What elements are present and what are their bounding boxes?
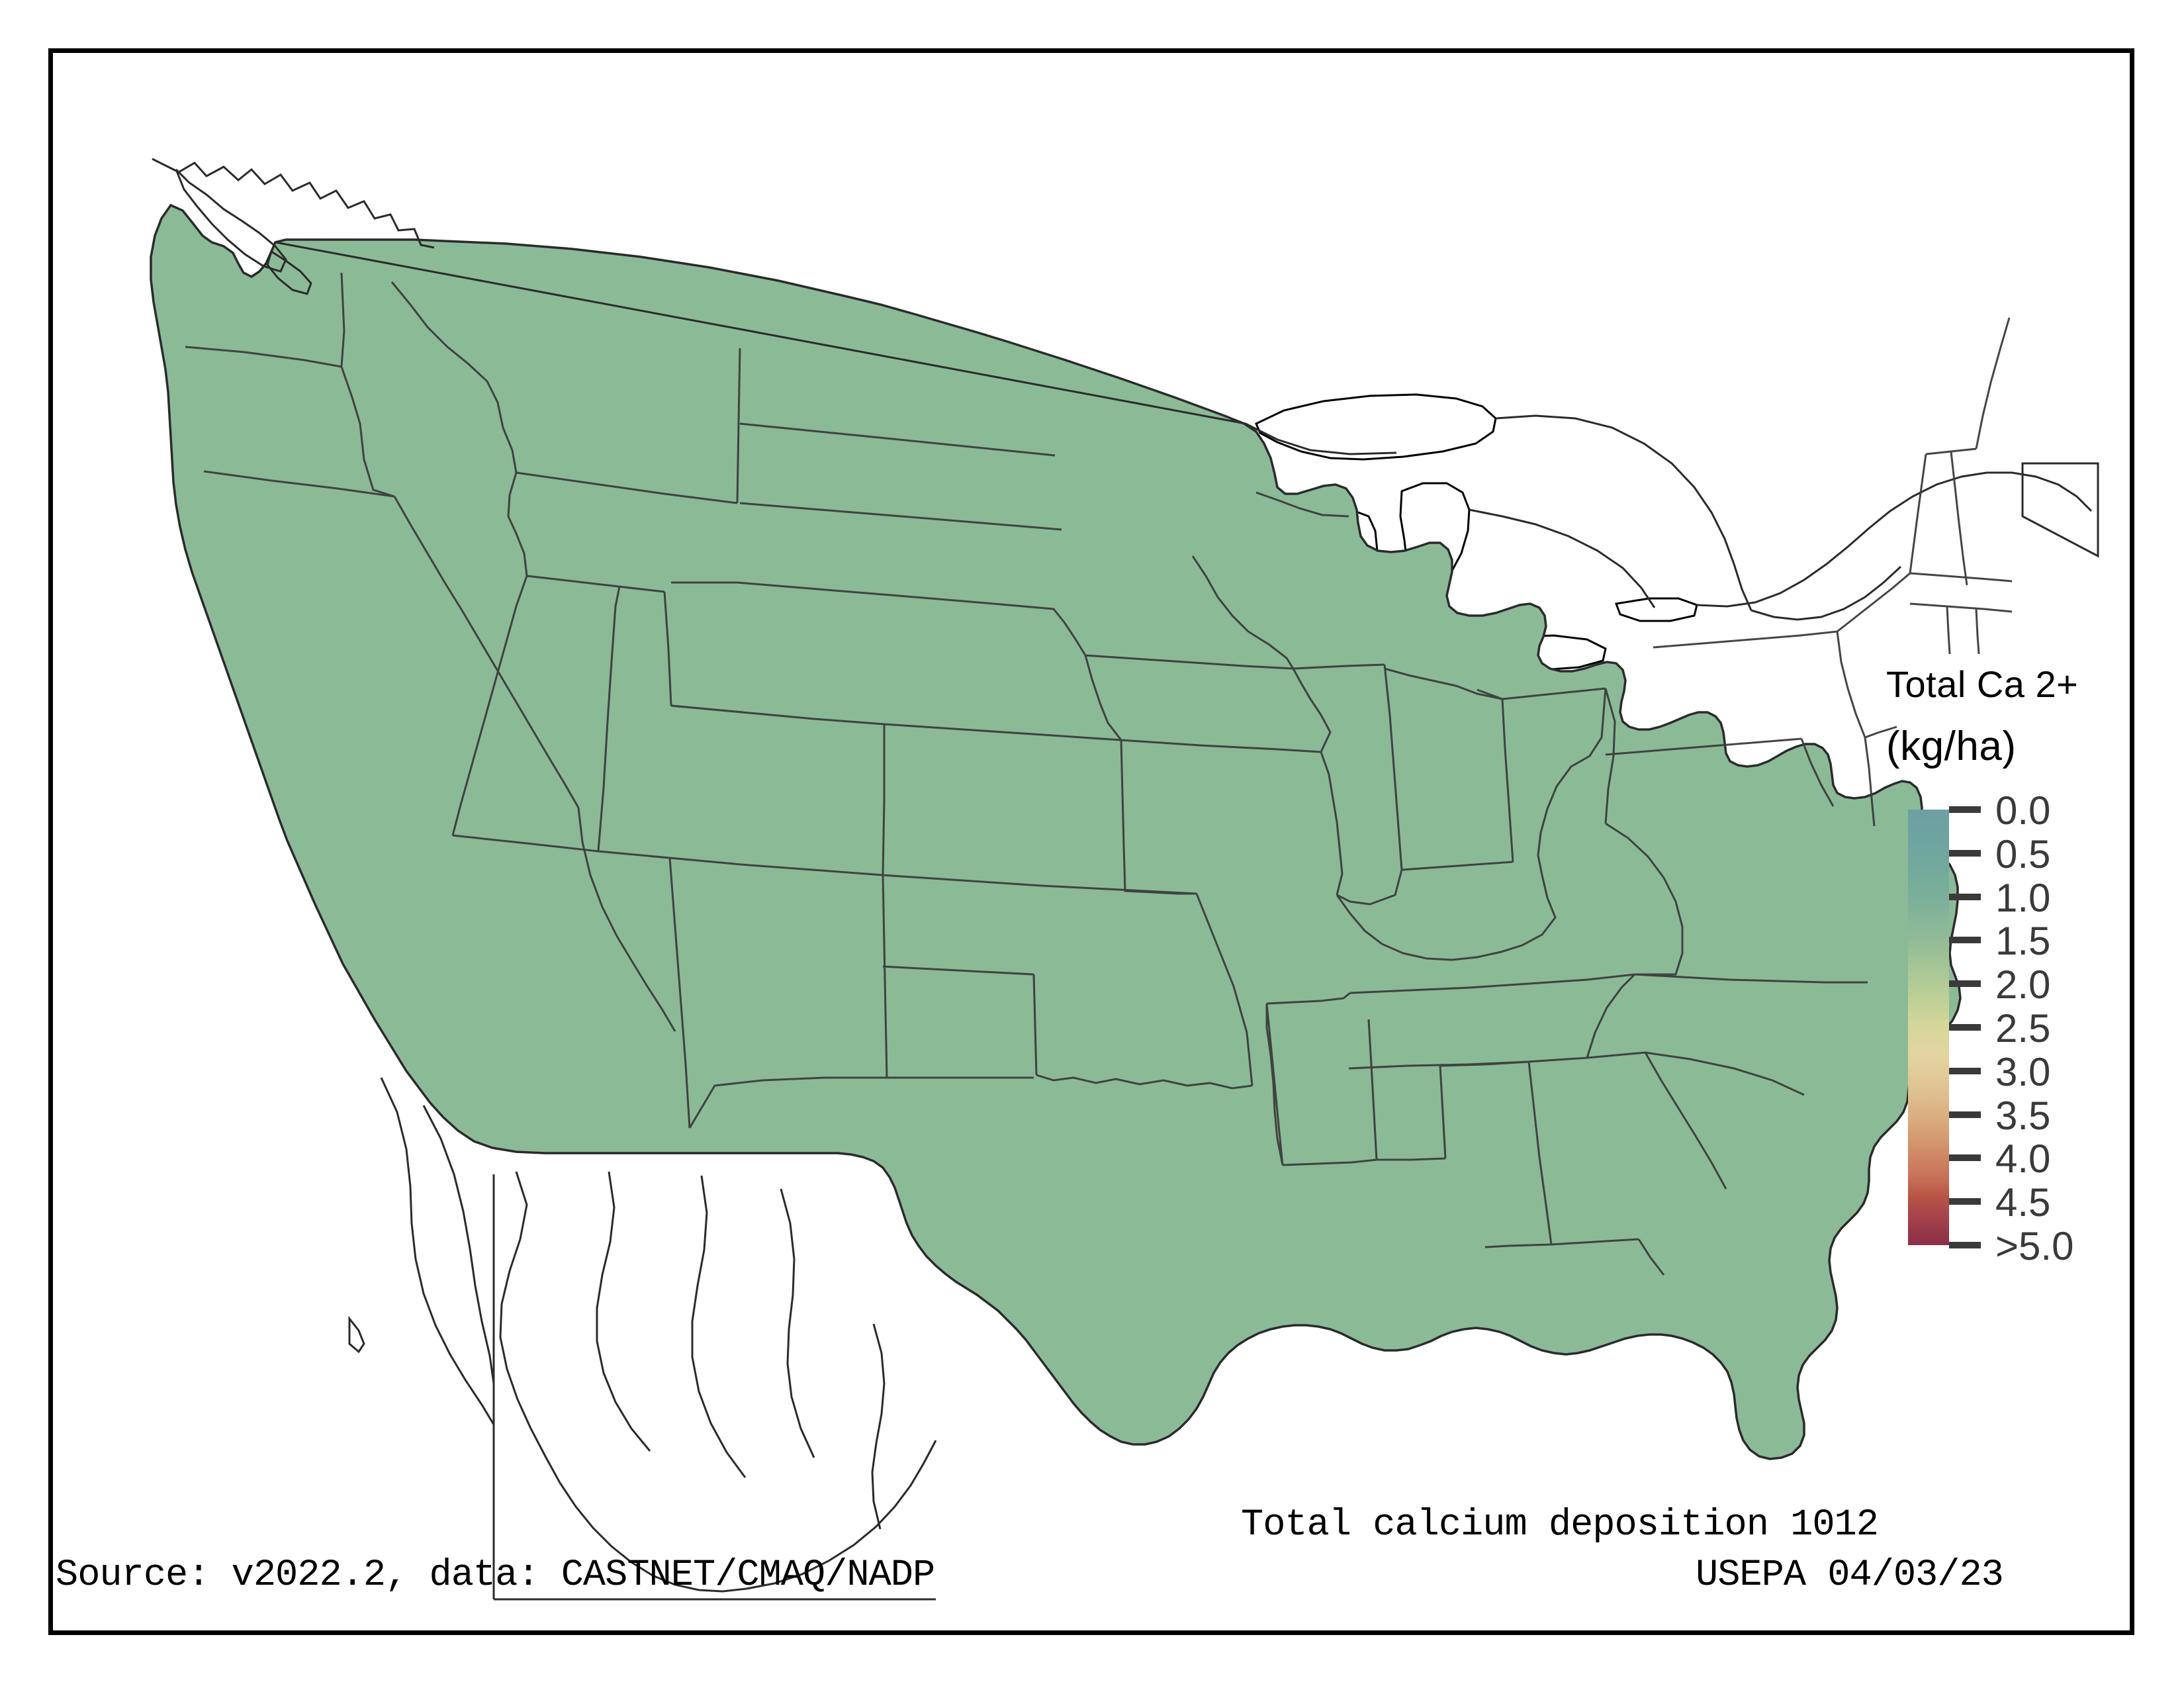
colorbar-tick-label: 4.5 — [1995, 1180, 2051, 1225]
map-canvas — [53, 53, 2130, 1630]
land-outline — [150, 204, 1962, 1460]
colorbar-tick-label: 1.0 — [1995, 875, 2051, 920]
colorbar-tick-mark — [1949, 1067, 1981, 1074]
colorbar-tick-mark — [1949, 1242, 1981, 1248]
colorbar-tick-label: 1.5 — [1995, 919, 2051, 964]
colorbar-tick-mark — [1949, 1024, 1981, 1031]
map-caption-source: Source: v2022.2, data: CASTNET/CMAQ/NADP — [56, 1554, 935, 1597]
colorbar-tick-mark — [1949, 937, 1981, 944]
colorbar-tick-label: 3.5 — [1995, 1093, 2051, 1138]
state-boundaries — [185, 272, 2013, 1276]
colorbar-tick-mark — [1949, 1198, 1981, 1205]
colorbar-tick-mark — [1949, 980, 1981, 988]
legend-title-line1: Total Ca 2+ — [1886, 663, 2079, 705]
colorbar-tick-mark — [1949, 893, 1981, 900]
colorbar-tick-mark — [1949, 849, 1981, 857]
map-figure-frame: Total Ca 2+ (kg/ha) 0.0 0.5 1.0 1.5 2.0 2.5 3.… — [48, 48, 2134, 1635]
choropleth-map — [150, 158, 2099, 1601]
neighbor-country-outlines — [152, 158, 2099, 1601]
colorbar-legend: Total Ca 2+ (kg/ha) 0.0 0.5 1.0 1.5 2.0 2.5 3.… — [1850, 665, 2134, 1559]
map-caption-title: Total calcium deposition 1012 — [1241, 1504, 1879, 1546]
colorbar-tick-label: 0.5 — [1995, 831, 2051, 876]
colorbar-tick-label: 0.0 — [1995, 788, 2051, 833]
map-caption-agency-stamp: USEPA 04/03/23 — [1696, 1554, 2004, 1597]
colorbar-tick-mark — [1949, 1111, 1981, 1118]
colorbar-tick-label: 3.0 — [1995, 1049, 2051, 1094]
legend-title-line2: (kg/ha) — [1886, 724, 2017, 769]
colorbar-tick-mark — [1949, 806, 1981, 813]
colorbar-tick-label: 2.5 — [1995, 1006, 2051, 1051]
colorbar-tick-label: 4.0 — [1995, 1137, 2051, 1182]
colorbar-tick-label: 2.0 — [1995, 962, 2051, 1008]
colorbar-tick-mark — [1949, 1154, 1981, 1162]
colorbar-gradient — [1908, 810, 1949, 1245]
colorbar-tick-label: >5.0 — [1995, 1224, 2074, 1268]
